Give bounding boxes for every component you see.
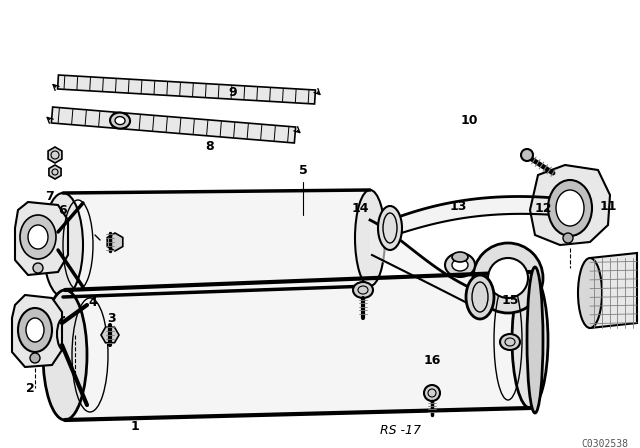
Ellipse shape — [500, 334, 520, 350]
Ellipse shape — [452, 259, 468, 271]
Text: 7: 7 — [45, 190, 54, 202]
Text: 14: 14 — [351, 202, 369, 215]
Ellipse shape — [43, 193, 83, 297]
Ellipse shape — [578, 258, 602, 328]
Text: 1: 1 — [131, 421, 140, 434]
Text: 12: 12 — [534, 202, 552, 215]
Ellipse shape — [521, 149, 533, 161]
Ellipse shape — [488, 258, 528, 298]
Ellipse shape — [445, 253, 475, 277]
Text: 15: 15 — [501, 293, 519, 306]
Text: 9: 9 — [228, 86, 237, 99]
Ellipse shape — [355, 190, 385, 286]
Ellipse shape — [452, 252, 468, 262]
Ellipse shape — [512, 272, 548, 408]
Ellipse shape — [18, 308, 52, 352]
Ellipse shape — [43, 290, 87, 420]
Ellipse shape — [527, 267, 543, 413]
Text: 11: 11 — [599, 201, 617, 214]
Ellipse shape — [110, 112, 130, 129]
Ellipse shape — [473, 243, 543, 313]
Ellipse shape — [424, 385, 440, 401]
Polygon shape — [49, 165, 61, 179]
Polygon shape — [101, 327, 119, 343]
Ellipse shape — [26, 318, 44, 342]
Ellipse shape — [556, 190, 584, 226]
Polygon shape — [12, 295, 62, 367]
Ellipse shape — [378, 206, 402, 250]
Text: C0302538: C0302538 — [581, 439, 628, 448]
Ellipse shape — [115, 116, 125, 125]
Polygon shape — [590, 253, 637, 328]
Ellipse shape — [28, 225, 48, 249]
Polygon shape — [58, 75, 316, 104]
Ellipse shape — [33, 263, 43, 273]
Text: 3: 3 — [108, 311, 116, 324]
Polygon shape — [530, 165, 610, 245]
Ellipse shape — [353, 282, 373, 298]
Polygon shape — [65, 272, 530, 420]
Text: 6: 6 — [59, 203, 67, 216]
Ellipse shape — [30, 353, 40, 363]
Polygon shape — [63, 190, 370, 297]
Ellipse shape — [20, 215, 56, 259]
Text: 10: 10 — [460, 113, 477, 126]
Polygon shape — [15, 202, 68, 275]
Polygon shape — [48, 147, 62, 163]
Text: 4: 4 — [88, 296, 97, 309]
Text: 2: 2 — [26, 382, 35, 395]
Polygon shape — [108, 233, 123, 251]
Ellipse shape — [563, 233, 573, 243]
Text: 8: 8 — [205, 141, 214, 154]
Ellipse shape — [548, 180, 592, 236]
Text: 13: 13 — [449, 201, 467, 214]
Polygon shape — [51, 107, 296, 143]
Text: 5: 5 — [299, 164, 307, 177]
Text: 16: 16 — [423, 353, 441, 366]
Text: RS -17: RS -17 — [380, 423, 420, 436]
Ellipse shape — [466, 275, 494, 319]
